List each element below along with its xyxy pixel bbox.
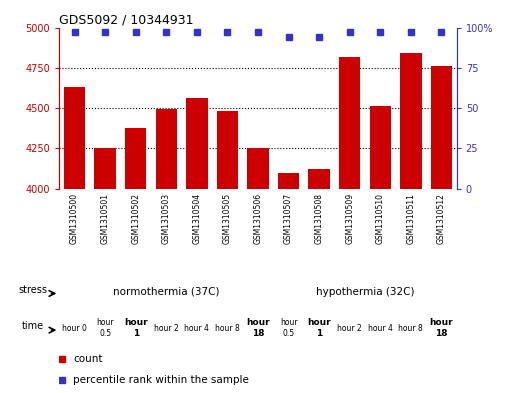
Bar bbox=[186, 98, 207, 189]
Text: GSM1310506: GSM1310506 bbox=[253, 193, 263, 244]
Text: GSM1310512: GSM1310512 bbox=[437, 193, 446, 244]
Text: hour
0.5: hour 0.5 bbox=[96, 318, 114, 338]
Text: hour
18: hour 18 bbox=[429, 318, 453, 338]
Text: hour 8: hour 8 bbox=[215, 324, 240, 332]
Text: GSM1310500: GSM1310500 bbox=[70, 193, 79, 244]
Bar bbox=[339, 57, 360, 189]
Bar bbox=[309, 169, 330, 189]
Text: GSM1310508: GSM1310508 bbox=[315, 193, 324, 244]
Text: GSM1310504: GSM1310504 bbox=[192, 193, 201, 244]
Text: hour
1: hour 1 bbox=[124, 318, 148, 338]
Text: hour
18: hour 18 bbox=[246, 318, 270, 338]
Text: hour 2: hour 2 bbox=[337, 324, 362, 332]
Text: GSM1310502: GSM1310502 bbox=[131, 193, 140, 244]
Text: count: count bbox=[73, 354, 103, 364]
Bar bbox=[125, 128, 147, 189]
Text: percentile rank within the sample: percentile rank within the sample bbox=[73, 375, 249, 385]
Text: GSM1310510: GSM1310510 bbox=[376, 193, 385, 244]
Bar bbox=[156, 109, 177, 189]
Bar bbox=[400, 53, 422, 189]
Text: normothermia (37C): normothermia (37C) bbox=[113, 287, 220, 297]
Text: hour 8: hour 8 bbox=[398, 324, 423, 332]
Text: GSM1310507: GSM1310507 bbox=[284, 193, 293, 244]
Text: hour 2: hour 2 bbox=[154, 324, 179, 332]
Text: hour 4: hour 4 bbox=[184, 324, 209, 332]
Text: GSM1310511: GSM1310511 bbox=[406, 193, 415, 244]
Text: hour 4: hour 4 bbox=[368, 324, 393, 332]
Bar bbox=[369, 107, 391, 189]
Bar bbox=[431, 66, 452, 189]
Bar bbox=[64, 87, 85, 189]
Bar bbox=[278, 173, 299, 189]
Text: GDS5092 / 10344931: GDS5092 / 10344931 bbox=[59, 13, 194, 26]
Text: GSM1310509: GSM1310509 bbox=[345, 193, 354, 244]
Text: GSM1310503: GSM1310503 bbox=[162, 193, 171, 244]
Text: time: time bbox=[22, 321, 44, 331]
Bar bbox=[94, 147, 116, 189]
Bar bbox=[217, 111, 238, 189]
Text: hypothermia (32C): hypothermia (32C) bbox=[316, 287, 414, 297]
Text: hour
1: hour 1 bbox=[308, 318, 331, 338]
Text: GSM1310505: GSM1310505 bbox=[223, 193, 232, 244]
Bar bbox=[247, 148, 269, 189]
Text: stress: stress bbox=[18, 285, 47, 295]
Text: hour 0: hour 0 bbox=[62, 324, 87, 332]
Text: GSM1310501: GSM1310501 bbox=[101, 193, 110, 244]
Text: hour
0.5: hour 0.5 bbox=[280, 318, 297, 338]
